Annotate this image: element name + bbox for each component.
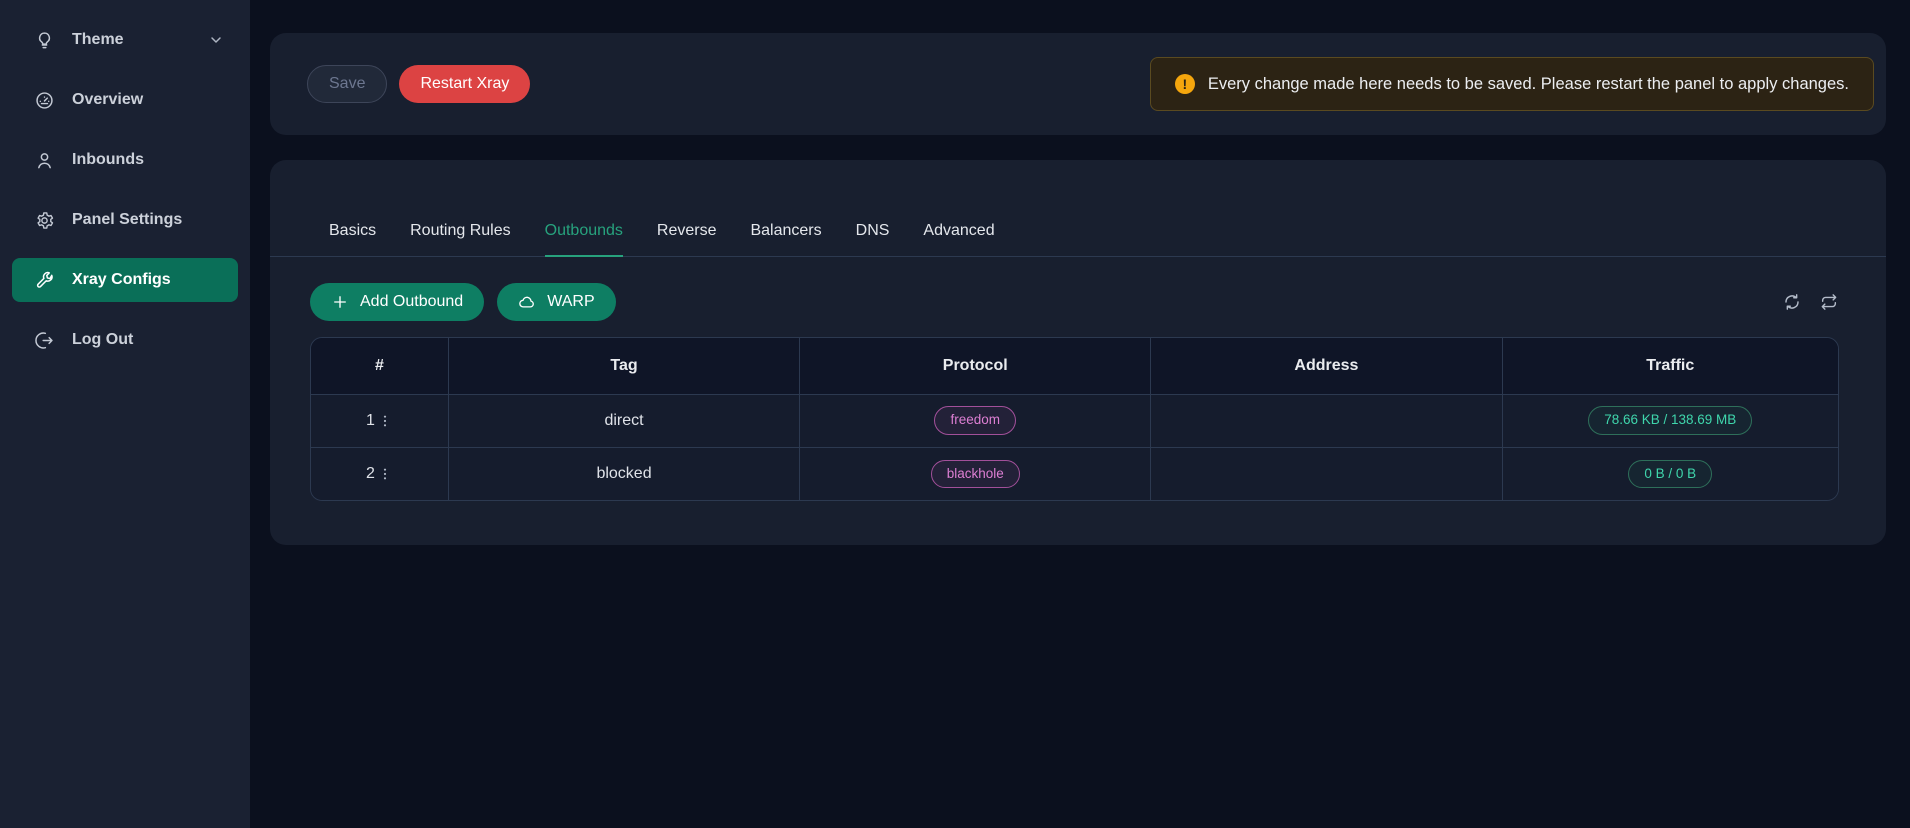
row-address: [1150, 394, 1503, 447]
chevron-down-icon: [208, 32, 224, 48]
sidebar-item-log-out[interactable]: Log Out: [12, 318, 238, 362]
sidebar-item-label: Overview: [72, 91, 144, 108]
logout-icon: [34, 330, 55, 351]
sidebar-item-panel-settings[interactable]: Panel Settings: [12, 198, 238, 242]
traffic-badge: 0 B / 0 B: [1628, 459, 1713, 488]
user-icon: [34, 150, 55, 171]
table-tools: [1782, 292, 1839, 312]
column-header-protocol: Protocol: [799, 338, 1151, 395]
traffic-badge: 78.66 KB / 138.69 MB: [1588, 406, 1753, 435]
dashboard-icon: [34, 90, 55, 111]
sidebar-item-label: Inbounds: [72, 151, 144, 168]
outbounds-table: # Tag Protocol Address Traffic 1: [310, 337, 1839, 501]
sidebar-item-label: Theme: [72, 31, 124, 48]
repeat-icon[interactable]: [1819, 292, 1839, 312]
table-header-row: # Tag Protocol Address Traffic: [311, 338, 1838, 395]
column-header-tag: Tag: [447, 338, 800, 395]
gear-icon: [34, 210, 55, 231]
add-outbound-label: Add Outbound: [360, 293, 464, 310]
row-menu-icon[interactable]: [377, 466, 393, 482]
tab-routing-rules[interactable]: Routing Rules: [410, 222, 511, 239]
protocol-badge: blackhole: [930, 459, 1020, 488]
sidebar-item-xray-configs[interactable]: Xray Configs: [12, 258, 238, 302]
alert-text: Every change made here needs to be saved…: [1207, 74, 1849, 93]
plus-icon: [331, 293, 349, 311]
add-outbound-button[interactable]: Add Outbound: [310, 283, 485, 321]
restart-xray-button[interactable]: Restart Xray: [399, 65, 531, 103]
warning-icon: !: [1174, 74, 1195, 94]
tab-basics[interactable]: Basics: [329, 222, 377, 239]
row-tag: blocked: [447, 446, 800, 500]
sidebar-item-label: Xray Configs: [72, 271, 171, 288]
sidebar-item-overview[interactable]: Overview: [12, 78, 238, 122]
column-header-index: #: [311, 338, 449, 395]
sidebar-item-label: Log Out: [72, 331, 134, 348]
xray-configs-card: Basics Routing Rules Outbounds Reverse B…: [270, 160, 1886, 545]
sidebar: Theme Overview Inbounds Panel Settings X…: [0, 0, 250, 828]
tab-dns[interactable]: DNS: [855, 222, 890, 239]
unsaved-changes-alert: ! Every change made here needs to be sav…: [1149, 57, 1874, 111]
sync-icon[interactable]: [1782, 292, 1802, 312]
bulb-icon: [34, 30, 55, 51]
toolbar-card: Save Restart Xray ! Every change made he…: [270, 33, 1886, 135]
tab-advanced[interactable]: Advanced: [923, 222, 995, 239]
warp-label: WARP: [547, 293, 595, 310]
row-address: [1150, 446, 1503, 500]
row-tag: direct: [447, 394, 800, 447]
wrench-icon: [34, 270, 55, 291]
table-row: 1 direct freedom 78.66 KB / 138.69 MB: [311, 394, 1838, 447]
table-row: 2 blocked blackhole 0 B / 0 B: [311, 446, 1838, 500]
tab-bar: Basics Routing Rules Outbounds Reverse B…: [270, 160, 1886, 257]
row-index: 1: [366, 411, 375, 429]
actions-row: Add Outbound WARP: [310, 283, 1839, 321]
sidebar-item-inbounds[interactable]: Inbounds: [12, 138, 238, 182]
column-header-traffic: Traffic: [1501, 338, 1838, 395]
row-index: 2: [366, 464, 375, 482]
protocol-badge: freedom: [934, 406, 1016, 435]
sidebar-item-theme[interactable]: Theme: [12, 18, 238, 62]
save-button[interactable]: Save: [307, 65, 388, 103]
sidebar-item-label: Panel Settings: [72, 211, 183, 228]
tab-balancers[interactable]: Balancers: [750, 222, 822, 239]
warp-button[interactable]: WARP: [497, 283, 616, 321]
tab-reverse[interactable]: Reverse: [656, 222, 717, 239]
tab-outbounds[interactable]: Outbounds: [544, 222, 623, 257]
column-header-address: Address: [1150, 338, 1503, 395]
cloud-icon: [518, 293, 536, 311]
row-menu-icon[interactable]: [377, 413, 393, 429]
main-content: Save Restart Xray ! Every change made he…: [250, 0, 1910, 828]
